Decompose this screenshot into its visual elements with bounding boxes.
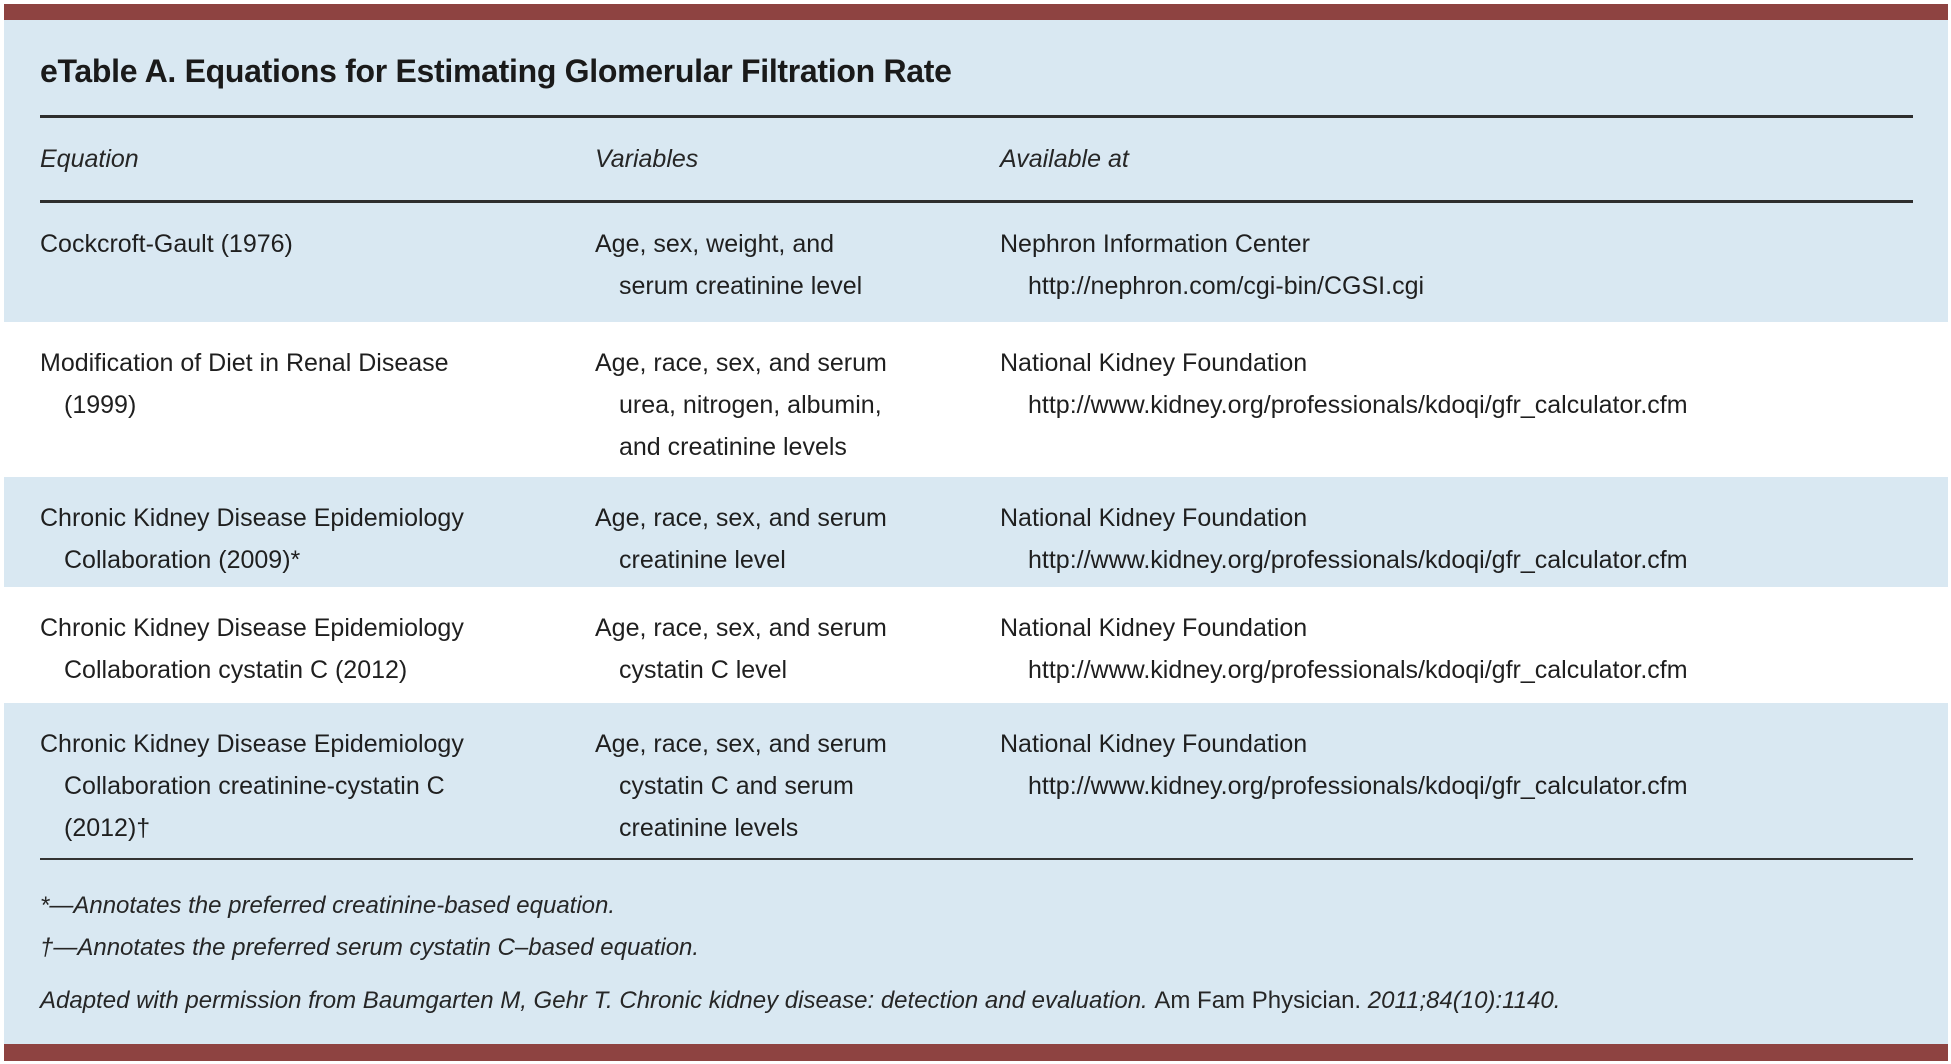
organization-name: National Kidney Foundation xyxy=(1000,730,1308,758)
cell-line: Collaboration (2009)* xyxy=(64,546,301,574)
url-text[interactable]: http://www.kidney.org/professionals/kdoq… xyxy=(1028,772,1688,800)
cell-line: and creatinine levels xyxy=(619,433,847,461)
column-header-variables: Variables xyxy=(595,145,699,173)
rule-under-headers xyxy=(40,200,1913,203)
cell-line: Chronic Kidney Disease Epidemiology xyxy=(40,504,464,532)
organization-name: Nephron Information Center xyxy=(1000,230,1310,258)
table-panel xyxy=(4,20,1948,1044)
cell-line: serum creatinine level xyxy=(619,272,863,300)
top-accent-bar xyxy=(4,4,1948,20)
table-row: Chronic Kidney Disease Epidemiology Coll… xyxy=(4,477,1948,587)
cell-line: (1999) xyxy=(64,391,137,419)
variables-cell: Age, race, sex, and serum cystatin C lev… xyxy=(595,607,990,691)
cell-line: Collaboration cystatin C (2012) xyxy=(64,656,408,684)
organization-name: National Kidney Foundation xyxy=(1000,504,1308,532)
cell-line: Modification of Diet in Renal Disease xyxy=(40,349,449,377)
available-at-cell: National Kidney Foundation http://www.ki… xyxy=(1000,723,1930,807)
available-at-cell: National Kidney Foundation http://www.ki… xyxy=(1000,342,1930,426)
table-row: Chronic Kidney Disease Epidemiology Coll… xyxy=(4,703,1948,858)
cell-line: Cockcroft-Gault (1976) xyxy=(40,230,293,258)
available-at-cell: Nephron Information Center http://nephro… xyxy=(1000,223,1930,307)
url-text[interactable]: http://www.kidney.org/professionals/kdoq… xyxy=(1028,391,1688,419)
cell-line: Age, race, sex, and serum xyxy=(595,504,887,532)
organization-name: National Kidney Foundation xyxy=(1000,614,1308,642)
citation-text: Adapted with permission from Baumgarten … xyxy=(40,987,1148,1014)
footnote-asterisk: *—Annotates the preferred creatinine-bas… xyxy=(40,892,616,919)
cell-line: (2012)† xyxy=(64,814,151,842)
cell-line: Chronic Kidney Disease Epidemiology xyxy=(40,730,464,758)
citation: Adapted with permission from Baumgarten … xyxy=(40,986,1560,1016)
table-row: Cockcroft-Gault (1976) Age, sex, weight,… xyxy=(4,203,1948,322)
cell-line: Chronic Kidney Disease Epidemiology xyxy=(40,614,464,642)
cell-line: Age, sex, weight, and xyxy=(595,230,835,258)
citation-journal-name: Am Fam Physician. xyxy=(1154,987,1362,1014)
rule-under-title xyxy=(40,115,1913,118)
bottom-accent-bar xyxy=(4,1044,1948,1061)
url-text[interactable]: http://www.kidney.org/professionals/kdoq… xyxy=(1028,546,1688,574)
available-at-cell: National Kidney Foundation http://www.ki… xyxy=(1000,497,1930,581)
citation-volume: 2011;84(10):1140. xyxy=(1367,987,1561,1014)
variables-cell: Age, race, sex, and serum cystatin C and… xyxy=(595,723,990,849)
column-header-equation: Equation xyxy=(40,145,139,173)
organization-name: National Kidney Foundation xyxy=(1000,349,1308,377)
column-header-available-at: Available at xyxy=(1000,145,1129,173)
variables-cell: Age, race, sex, and serum urea, nitrogen… xyxy=(595,342,990,468)
footnote-dagger: †—Annotates the preferred serum cystatin… xyxy=(40,934,700,961)
cell-line: Age, race, sex, and serum xyxy=(595,614,887,642)
cell-line: cystatin C and serum xyxy=(619,772,854,800)
table-row: Chronic Kidney Disease Epidemiology Coll… xyxy=(4,587,1948,703)
cell-line: creatinine levels xyxy=(619,814,799,842)
url-text[interactable]: http://nephron.com/cgi-bin/CGSI.cgi xyxy=(1028,272,1425,300)
variables-cell: Age, race, sex, and serum creatinine lev… xyxy=(595,497,990,581)
cell-line: Collaboration creatinine-cystatin C xyxy=(64,772,445,800)
rule-table-bottom xyxy=(40,858,1913,860)
variables-cell: Age, sex, weight, and serum creatinine l… xyxy=(595,223,990,307)
table-row: Modification of Diet in Renal Disease (1… xyxy=(4,322,1948,477)
cell-line: creatinine level xyxy=(619,546,786,574)
equation-cell: Chronic Kidney Disease Epidemiology Coll… xyxy=(40,723,570,849)
table-title: eTable A. Equations for Estimating Glome… xyxy=(40,53,952,89)
equation-cell: Chronic Kidney Disease Epidemiology Coll… xyxy=(40,497,570,581)
cell-line: cystatin C level xyxy=(619,656,788,684)
cell-line: urea, nitrogen, albumin, xyxy=(619,391,882,419)
url-text[interactable]: http://www.kidney.org/professionals/kdoq… xyxy=(1028,656,1688,684)
equation-cell: Cockcroft-Gault (1976) xyxy=(40,223,570,265)
equation-cell: Chronic Kidney Disease Epidemiology Coll… xyxy=(40,607,570,691)
cell-line: Age, race, sex, and serum xyxy=(595,349,887,377)
equation-cell: Modification of Diet in Renal Disease (1… xyxy=(40,342,570,426)
cell-line: Age, race, sex, and serum xyxy=(595,730,887,758)
available-at-cell: National Kidney Foundation http://www.ki… xyxy=(1000,607,1930,691)
